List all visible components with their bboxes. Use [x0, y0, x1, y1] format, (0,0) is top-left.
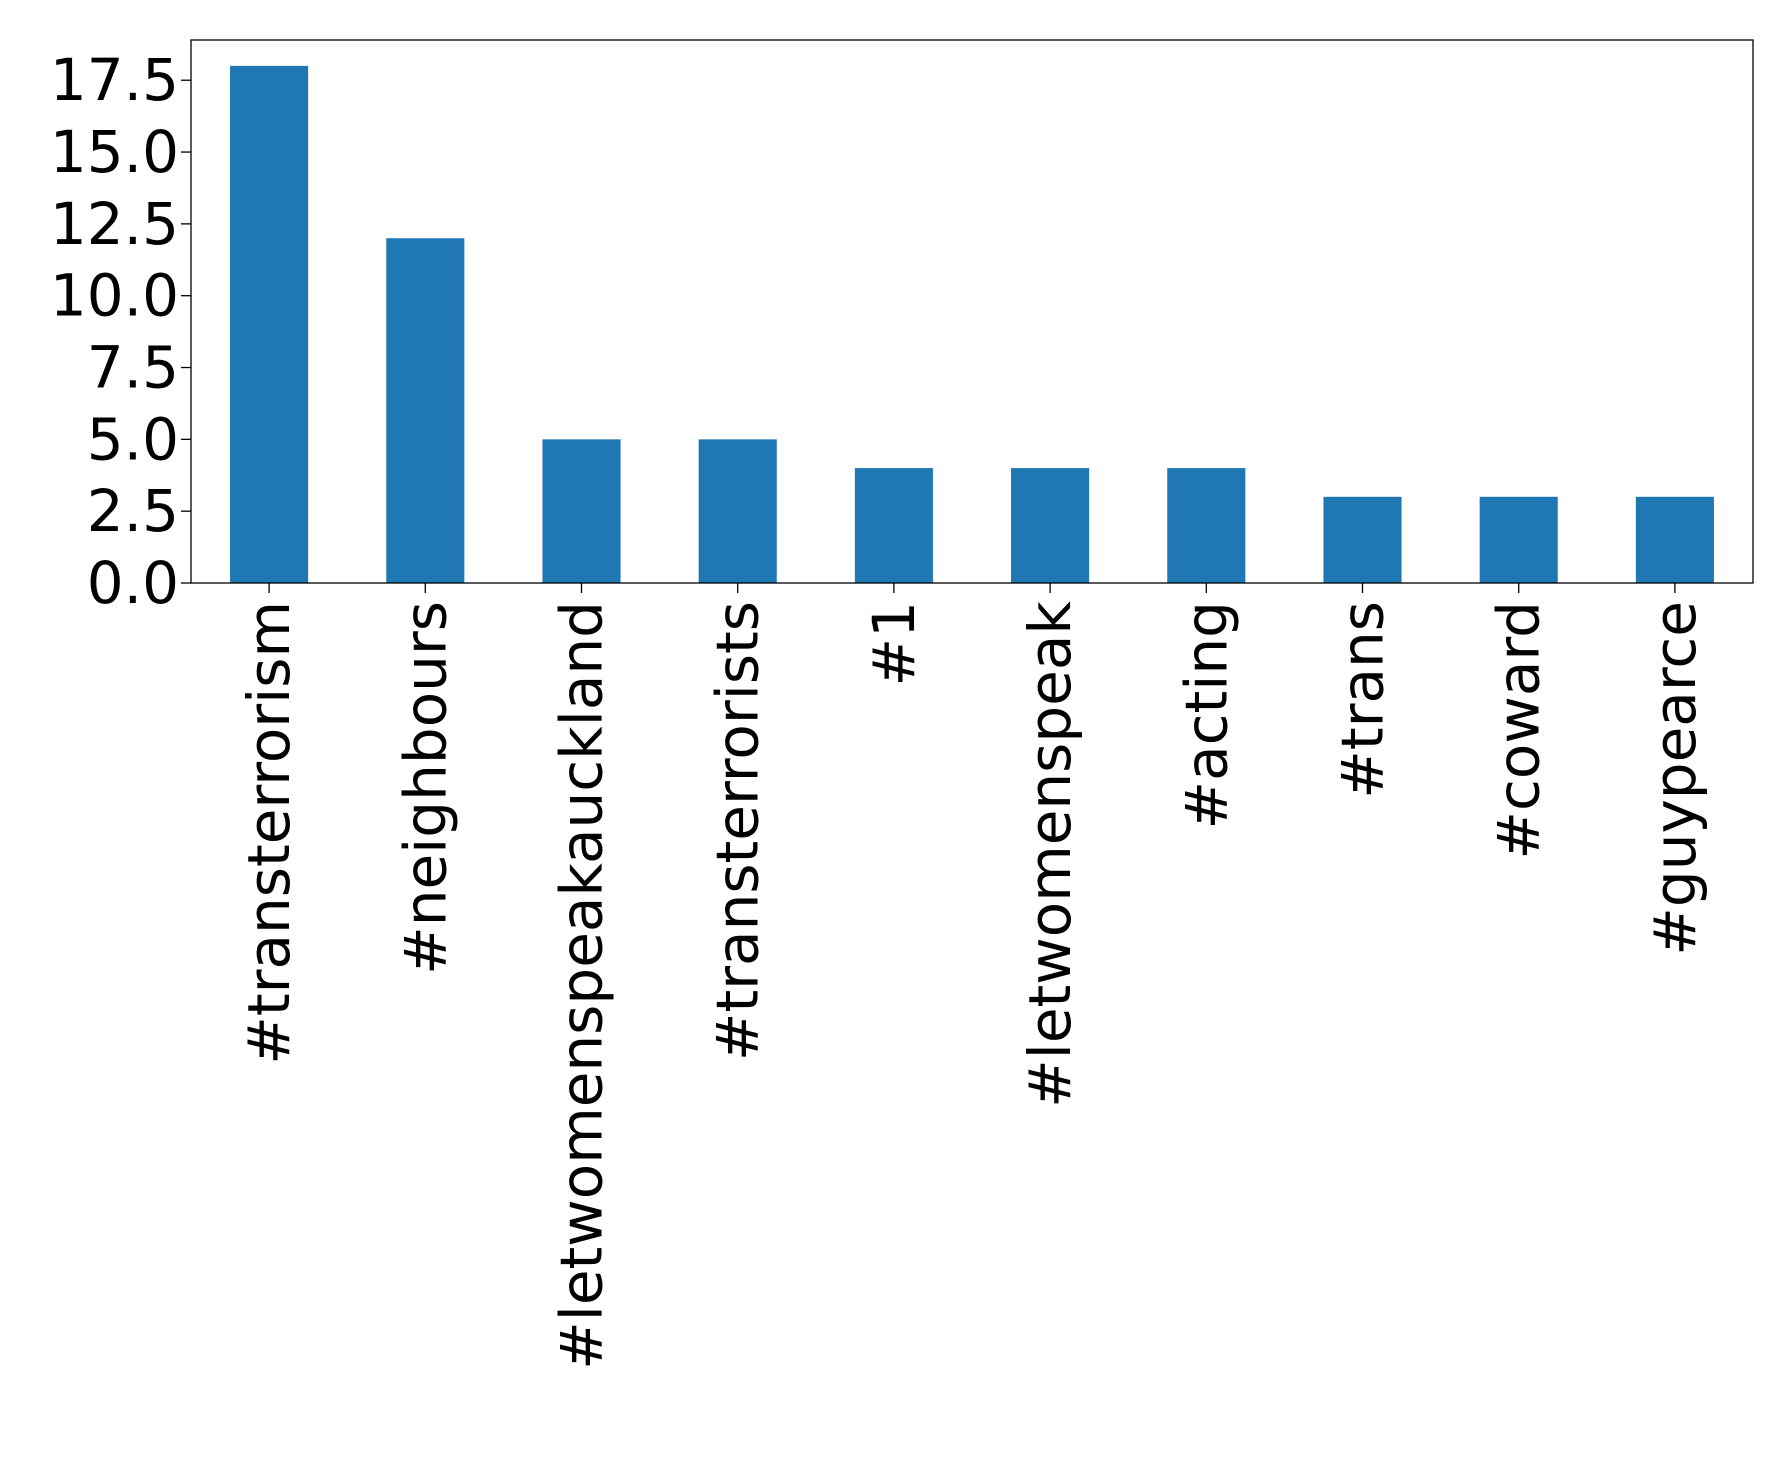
x-tick-label: #1 — [860, 601, 928, 687]
y-tick-label: 15.0 — [50, 118, 179, 186]
y-axis: 0.02.55.07.510.012.515.017.5 — [50, 46, 191, 617]
bar — [698, 439, 777, 583]
bar — [1167, 468, 1246, 583]
x-tick-label: #transterrorism — [235, 601, 303, 1065]
bar — [1011, 468, 1090, 583]
y-tick-label: 10.0 — [50, 262, 179, 330]
x-tick-label: #neighbours — [391, 601, 459, 975]
x-tick-label: #coward — [1485, 601, 1553, 860]
x-tick-label: #trans — [1329, 601, 1397, 799]
x-tick-label: #letwomenspeakauckland — [548, 601, 616, 1370]
x-tick-label: #transterrorists — [704, 601, 772, 1061]
y-tick-label: 0.0 — [87, 549, 179, 617]
y-tick-label: 2.5 — [87, 477, 179, 545]
x-axis: #transterrorism #neighbours #letwomenspeak… — [235, 583, 1709, 1370]
x-tick-label: #acting — [1172, 601, 1240, 829]
bar — [1479, 496, 1558, 583]
bars-layer — [230, 65, 1714, 584]
x-tick-label: #guypearce — [1641, 601, 1709, 956]
x-tick-label: #letwomenspeak — [1016, 601, 1084, 1108]
y-tick-label: 5.0 — [87, 405, 179, 473]
y-tick-label: 7.5 — [87, 334, 179, 402]
plot-area-frame — [190, 39, 1754, 584]
bar — [542, 439, 621, 583]
bar — [1323, 496, 1402, 583]
bar — [1635, 496, 1714, 583]
bar — [230, 65, 309, 584]
bar — [386, 238, 465, 583]
bar — [854, 468, 933, 583]
y-tick-label: 12.5 — [50, 190, 179, 258]
y-tick-label: 17.5 — [50, 46, 179, 114]
